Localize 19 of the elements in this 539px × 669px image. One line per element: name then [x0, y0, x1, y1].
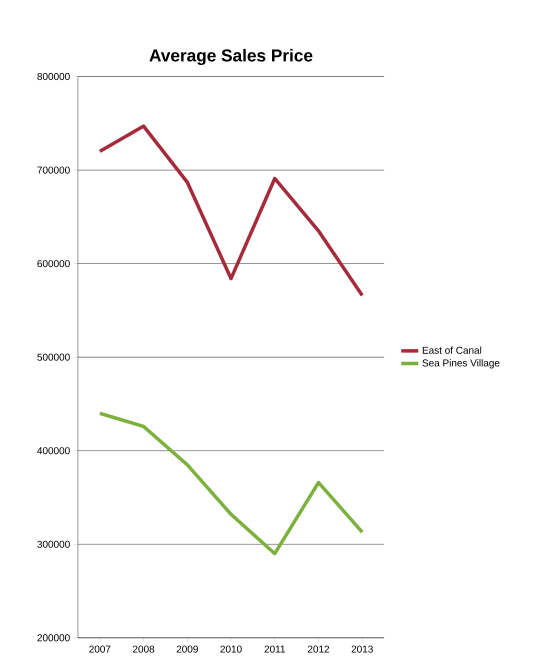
y-tick-label: 600000 — [37, 260, 70, 268]
line-series — [98, 412, 364, 556]
x-tick-label: 2008 — [132, 646, 154, 653]
x-tick-label: 2013 — [352, 646, 373, 653]
x-tick-label: 2011 — [264, 646, 285, 653]
y-tick-label: 500000 — [37, 354, 70, 361]
chart-title: Average Sales Price — [149, 48, 312, 66]
y-tick-label: 800000 — [37, 73, 70, 80]
x-tick-label: 2007 — [89, 646, 110, 653]
x-tick-label: 2009 — [176, 646, 198, 653]
y-tick-label: 200000 — [37, 634, 70, 642]
line-series — [98, 124, 364, 298]
x-tick-label: 2010 — [220, 646, 242, 653]
x-tick-label: 2012 — [308, 646, 329, 653]
y-tick-label: 400000 — [37, 447, 70, 454]
legend-label: East of Canal — [422, 346, 482, 354]
y-tick-label: 700000 — [37, 166, 70, 174]
legend-label: Sea Pines Village — [422, 359, 500, 368]
y-tick-label: 300000 — [37, 540, 70, 548]
